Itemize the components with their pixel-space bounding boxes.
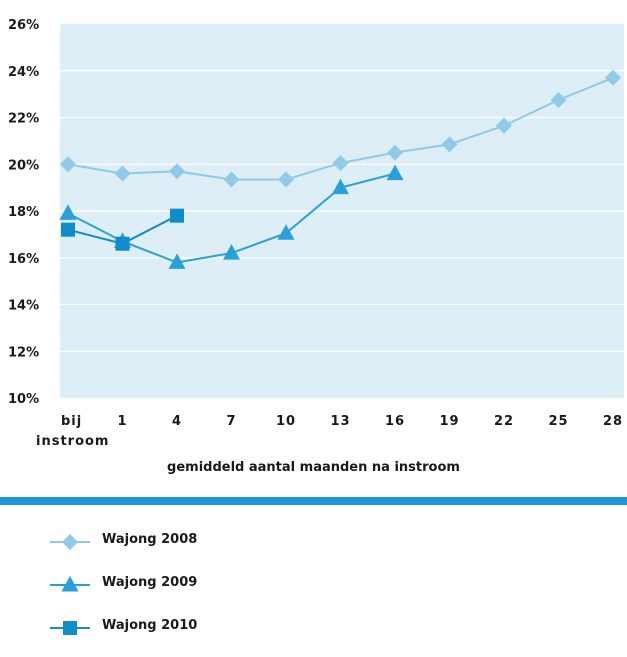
data-point-triangle [223,244,240,260]
data-point-triangle [332,178,349,195]
data-point-diamond [278,171,294,188]
x-tick-label: 4 [172,414,182,429]
series-diamond [60,69,621,188]
data-point-diamond [223,171,240,188]
y-tick-label: 24% [8,65,39,80]
data-point-diamond [441,136,458,153]
data-point-square [61,222,75,237]
legend-marker-triangle [61,576,79,592]
data-point-diamond [496,117,512,134]
data-point-diamond [60,156,76,173]
x-tick-label: 16 [385,414,405,429]
x-tick-label: 19 [439,414,459,429]
data-point-triangle [59,204,77,220]
line-chart: 10% 12% 14% 16% 18% 20% 22% 24% 26% bij instroom 1… [8,18,624,449]
legend-label: Wajong 2008 [102,532,198,547]
legend-swatch-square [50,621,90,635]
data-point-diamond [332,155,349,172]
x-tick-label: 22 [494,414,514,429]
y-tick-label: 20% [8,158,39,173]
legend-marker-square [63,621,77,635]
data-point-triangle [277,224,295,240]
x-tick-label: 10 [276,414,296,429]
x-tick-label: 7 [226,414,236,429]
grid-lines [60,70,624,352]
legend-swatch-triangle [50,576,90,592]
y-tick-label: 16% [8,252,39,267]
data-point-square [115,236,130,251]
data-point-triangle [168,253,186,269]
x-tick-label: 28 [603,414,623,429]
data-point-diamond [114,165,131,182]
legend-label: Wajong 2010 [102,618,198,633]
x-tick-label: 25 [548,414,568,429]
x-tick-label: 13 [330,414,350,429]
legend-swatch-diamond [50,534,90,550]
y-tick-label: 22% [8,112,39,127]
x-tick-label: instroom [36,434,109,449]
y-tick-label: 26% [8,18,39,33]
data-point-square [170,208,184,223]
y-tick-label: 12% [8,345,39,360]
y-axis-ticks: 10% 12% 14% 16% 18% 20% 22% 24% 26% [8,18,39,407]
data-point-triangle [386,164,404,181]
x-tick-label: 1 [117,414,127,429]
legend-label: Wajong 2009 [102,575,198,590]
x-axis-ticks: bij instroom 1 4 7 10 13 16 19 22 25 28 [36,414,623,449]
data-point-diamond [169,163,185,180]
legend-marker-diamond [62,534,78,550]
x-tick-label: bij [61,414,82,429]
y-tick-label: 10% [8,392,39,407]
y-tick-label: 18% [8,205,39,220]
x-axis-label: gemiddeld aantal maanden na instroom [167,460,460,475]
data-point-diamond [605,69,621,86]
series-lines [59,69,621,269]
y-tick-label: 14% [8,299,39,314]
data-point-diamond [387,144,403,161]
series-square [61,208,184,251]
divider-bar [0,497,627,505]
data-point-diamond [550,91,567,108]
